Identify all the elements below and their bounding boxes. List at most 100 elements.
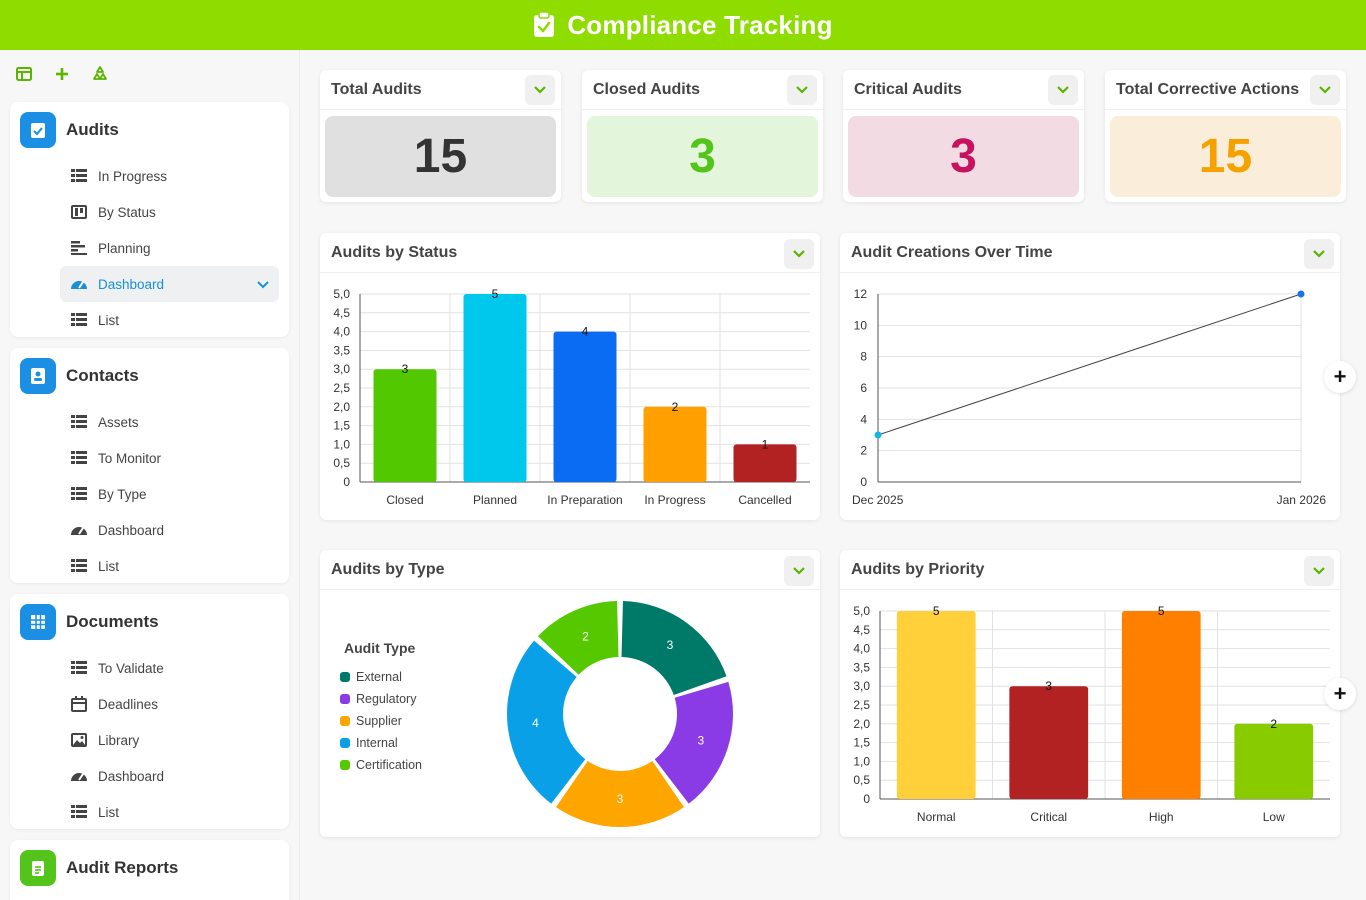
recycle-icon[interactable] (88, 62, 112, 86)
bar (463, 294, 527, 482)
panel-title: Audit Creations Over Time (840, 233, 1340, 273)
sidebar-item-label: By Type (98, 486, 147, 502)
kpi-closed-audits: Closed Audits 3 (582, 70, 823, 202)
x-tick-label: High (1149, 810, 1174, 824)
sidebar-item-label: In Progress (98, 168, 168, 184)
sidebar-item-to-validate[interactable]: To Validate (10, 650, 289, 686)
legend-item[interactable]: Certification (340, 754, 422, 776)
section-header[interactable]: Contacts (10, 348, 289, 404)
panel-audits-by-type: Audits by Type Audit Type External Regul… (320, 550, 820, 837)
y-tick-label: 4,0 (853, 642, 870, 656)
sidebar-item-label: To Validate (98, 660, 164, 676)
kpi-value: 3 (848, 116, 1079, 197)
sidebar-item-dashboard[interactable]: Dashboard (10, 512, 289, 548)
pie-slice (654, 681, 733, 804)
data-point (874, 431, 882, 439)
chevron-down-icon[interactable] (784, 239, 814, 269)
y-tick-label: 4 (860, 412, 867, 426)
sidebar-item-list[interactable]: List (10, 794, 289, 830)
dashboard-icon (70, 276, 88, 292)
legend-item[interactable]: Internal (340, 732, 422, 754)
legend-swatch (340, 738, 350, 748)
legend-item[interactable]: External (340, 666, 422, 688)
panel-title: Audits by Status (320, 233, 820, 273)
data-label: 3 (1045, 679, 1052, 693)
section-header[interactable]: Audit Reports (10, 840, 289, 896)
y-tick-label: 0 (343, 475, 350, 489)
y-tick-label: 1,5 (853, 736, 870, 750)
section-header[interactable]: Documents (10, 594, 289, 650)
y-tick-label: 4,0 (333, 325, 350, 339)
add-widget-button[interactable]: + (1324, 678, 1356, 710)
data-label: 3 (402, 362, 409, 376)
clipboard-check-icon (20, 112, 56, 148)
grid-icon (20, 604, 56, 640)
y-tick-label: 12 (854, 287, 868, 301)
data-label: 4 (582, 325, 589, 339)
section-title: Documents (66, 612, 159, 631)
data-label: 1 (762, 437, 769, 451)
legend-item[interactable]: Regulatory (340, 688, 422, 710)
sidebar-item-label: List (98, 804, 120, 820)
clipboard-check-icon (534, 12, 555, 37)
contact-card-icon (20, 358, 56, 394)
data-label: 5 (933, 604, 940, 618)
table-icon (70, 486, 88, 502)
legend-label: External (356, 670, 402, 684)
chevron-down-icon[interactable] (1304, 239, 1334, 269)
chevron-down-icon[interactable] (525, 75, 555, 105)
table-icon (70, 414, 88, 430)
layout-icon[interactable] (12, 62, 36, 86)
chevron-down-icon[interactable] (1304, 556, 1334, 586)
sidebar-item-list[interactable]: List (10, 302, 289, 338)
sidebar-item-label: To Monitor (98, 450, 162, 466)
status-bar-chart: 0 0,5 1,0 1,5 2,0 2,5 3,0 3,5 4,0 4,5 5,0 3 Closed 5 P… (333, 287, 810, 507)
sidebar-item-in-progress[interactable]: In Progress (10, 158, 289, 194)
x-tick-label: In Preparation (547, 493, 622, 507)
pie-slice (555, 760, 685, 827)
sidebar-item-dashboard[interactable]: Dashboard (10, 758, 289, 794)
sidebar-item-label: Assets (98, 414, 139, 430)
sidebar-item-assets[interactable]: Assets (10, 404, 289, 440)
y-tick-label: 1,0 (853, 754, 870, 768)
sidebar-item-label: Dashboard (98, 276, 165, 292)
chevron-down-icon[interactable] (1310, 75, 1340, 105)
table-icon (70, 312, 88, 328)
pie-slice (538, 601, 619, 675)
chevron-down-icon[interactable] (1048, 75, 1078, 105)
x-tick-label: Dec 2025 (852, 493, 904, 507)
sidebar-item-to-monitor[interactable]: To Monitor (10, 440, 289, 476)
section-title: Audits (66, 120, 119, 139)
sidebar-item-label: Planning (98, 240, 151, 256)
kpi-value: 15 (325, 116, 556, 197)
y-tick-label: 5,0 (853, 604, 870, 618)
creations-line-chart: 0 2 4 6 8 10 12 Dec 2025 Jan 2026 (852, 287, 1326, 507)
add-widget-button[interactable]: + (1324, 361, 1356, 393)
app-header: Compliance Tracking (0, 0, 1366, 50)
sidebar-item-by-type[interactable]: By Type (10, 476, 289, 512)
legend-title: Audit Type (344, 640, 416, 656)
bar (643, 406, 707, 482)
kpi-critical-audits: Critical Audits 3 (843, 70, 1084, 202)
y-tick-label: 2,5 (333, 381, 350, 395)
sidebar-item-planning[interactable]: Planning (10, 230, 289, 266)
chevron-down-icon[interactable] (784, 556, 814, 586)
section-header[interactable]: Audits (10, 102, 289, 158)
plus-icon[interactable] (50, 62, 74, 86)
kpi-title: Total Corrective Actions (1105, 70, 1346, 110)
image-icon (70, 732, 88, 748)
legend-item[interactable]: Supplier (340, 710, 422, 732)
kpi-value: 15 (1110, 116, 1341, 197)
sidebar-item-list[interactable]: List (10, 548, 289, 584)
sidebar-item-by-status[interactable]: By Status (10, 194, 289, 230)
chevron-down-icon[interactable] (787, 75, 817, 105)
data-label: 2 (672, 400, 679, 414)
panel-title: Audits by Type (320, 550, 820, 590)
panel-audits-by-priority: Audits by Priority 0 0,5 1,0 1,5 2,0 2,5 3,0 3,… (840, 550, 1340, 837)
sidebar-item-dashboard[interactable]: Dashboard (60, 266, 279, 302)
bar (1009, 686, 1089, 799)
sidebar-item-library[interactable]: Library (10, 722, 289, 758)
sidebar-item-deadlines[interactable]: Deadlines (10, 686, 289, 722)
y-tick-label: 3,0 (853, 679, 870, 693)
chevron-down-icon[interactable] (257, 277, 269, 292)
